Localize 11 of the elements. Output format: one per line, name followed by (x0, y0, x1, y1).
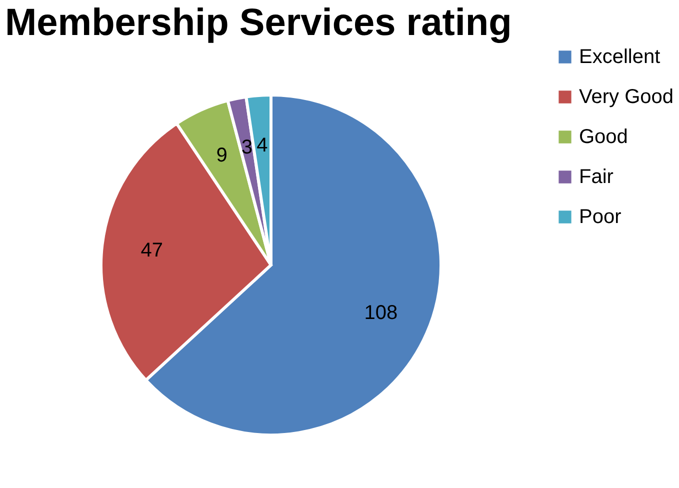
data-label: 9 (216, 144, 228, 167)
data-label: 4 (256, 134, 268, 156)
legend-label: Very Good (579, 86, 674, 108)
legend-label: Good (579, 126, 628, 148)
legend-label: Fair (579, 166, 614, 188)
data-label: 47 (140, 240, 163, 262)
legend-label: Poor (579, 206, 622, 228)
data-label: 3 (241, 136, 252, 158)
legend-label: Excellent (579, 46, 661, 68)
data-label: 108 (364, 302, 398, 324)
chart-title: Membership Services rating (5, 2, 512, 44)
